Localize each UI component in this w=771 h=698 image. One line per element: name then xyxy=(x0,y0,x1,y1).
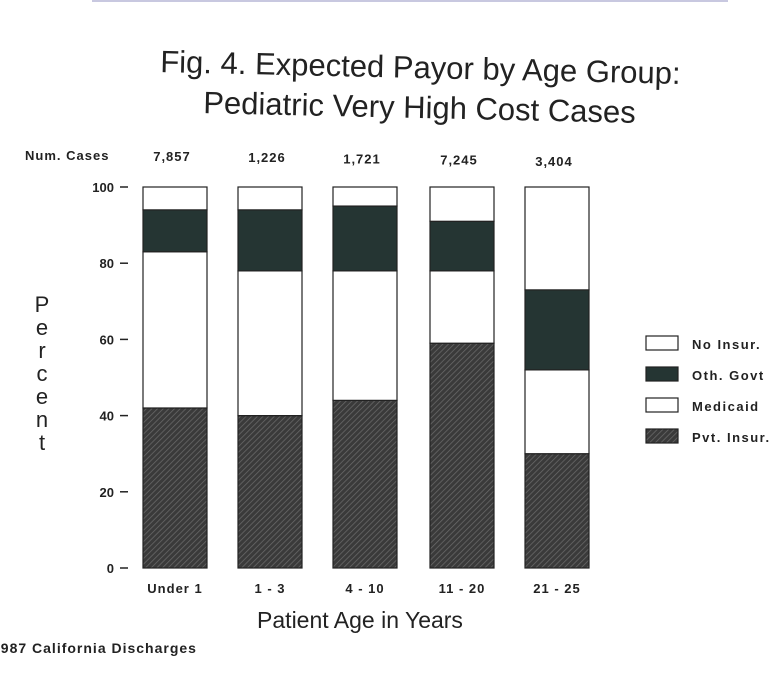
num-cases-value: 1,226 xyxy=(248,150,286,165)
bar-segment-medicaid xyxy=(332,270,398,401)
legend-label: Medicaid xyxy=(692,399,760,414)
y-tick-label: 0 xyxy=(107,561,114,576)
y-axis-label-letter: e xyxy=(36,315,48,340)
y-axis-label-letter: e xyxy=(36,384,48,409)
bar-segment-pvt-insur xyxy=(142,407,208,569)
bar-segment-oth-govt xyxy=(237,209,303,272)
bar-segment-pvt-insur xyxy=(524,453,590,569)
bar-segment-medicaid xyxy=(237,270,303,417)
bar-segment-medicaid xyxy=(524,369,590,455)
num-cases-label: Num. Cases xyxy=(25,148,109,163)
bar-segment-medicaid xyxy=(142,251,208,409)
x-axis-label: Patient Age in Years xyxy=(257,607,463,633)
x-tick-label: 1 - 3 xyxy=(254,581,285,596)
x-tick-label: 21 - 25 xyxy=(533,581,580,596)
bar-segment-oth-govt xyxy=(142,209,208,253)
y-axis-label-letter: t xyxy=(39,430,45,455)
legend-swatch xyxy=(645,366,679,382)
y-axis-label-letter: r xyxy=(38,338,45,363)
bar-segment-pvt-insur xyxy=(237,415,303,569)
num-cases-value: 1,721 xyxy=(343,151,381,166)
bar-segment-no-insur xyxy=(524,186,590,291)
num-cases-value: 3,404 xyxy=(535,154,573,169)
legend-label: Oth. Govt xyxy=(692,368,765,383)
legend-label: No Insur. xyxy=(692,337,761,352)
x-tick-label: 11 - 20 xyxy=(439,581,486,596)
bar-segment-pvt-insur xyxy=(429,342,495,569)
legend-swatch xyxy=(645,335,679,351)
bar-segment-oth-govt xyxy=(524,289,590,371)
y-tick-label: 40 xyxy=(100,409,114,424)
y-axis-label-letter: P xyxy=(35,292,50,317)
y-axis-label-letter: c xyxy=(37,361,48,386)
legend-swatch xyxy=(645,428,679,444)
top-border-line xyxy=(92,0,728,2)
bar-segment-oth-govt xyxy=(429,220,495,272)
x-tick-label: 4 - 10 xyxy=(345,581,384,596)
bar-segment-oth-govt xyxy=(332,205,398,272)
bar-segment-no-insur xyxy=(429,186,495,222)
x-tick-label: Under 1 xyxy=(147,581,202,596)
bar-segment-medicaid xyxy=(429,270,495,344)
bar-segment-pvt-insur xyxy=(332,399,398,569)
y-tick-label: 20 xyxy=(100,485,114,500)
bar-segment-no-insur xyxy=(332,186,398,207)
legend-swatch xyxy=(645,397,679,413)
y-tick-label: 60 xyxy=(100,332,114,347)
legend-label: Pvt. Insur. xyxy=(692,430,771,445)
bar-segment-no-insur xyxy=(142,186,208,211)
num-cases-value: 7,245 xyxy=(440,153,478,168)
y-axis-label-letter: n xyxy=(36,407,48,432)
y-tick-label: 100 xyxy=(92,180,114,195)
footnote: 1987 California Discharges xyxy=(0,640,197,656)
num-cases-value: 7,857 xyxy=(153,149,191,164)
bar-segment-no-insur xyxy=(237,186,303,211)
y-tick-label: 80 xyxy=(100,256,114,271)
